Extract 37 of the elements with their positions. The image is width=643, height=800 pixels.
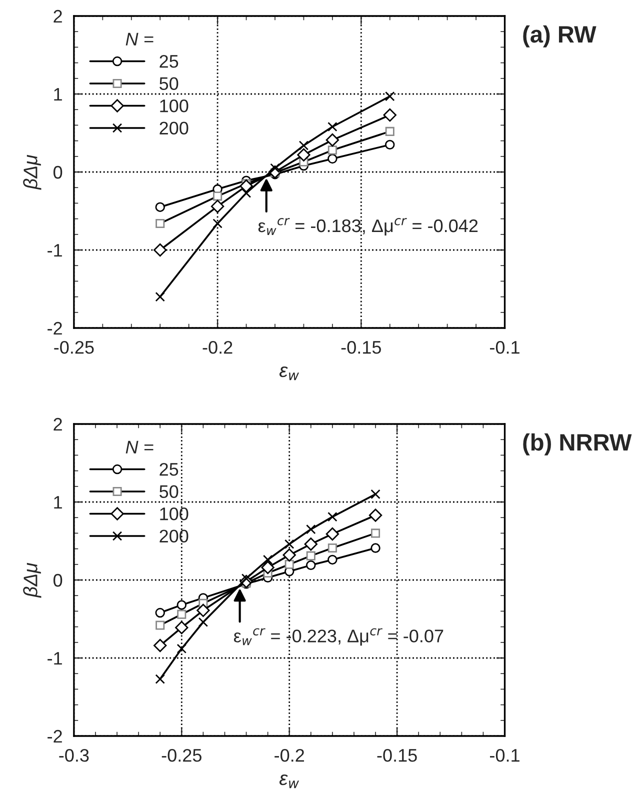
y-axis-title: βΔμ [23, 154, 42, 190]
y-tick-label: -2 [48, 730, 62, 743]
legend-label: 100 [160, 99, 188, 112]
legend-label: 200 [160, 530, 188, 543]
x-tick-label: -0.1 [490, 748, 520, 762]
x-tick-label: -0.25 [54, 340, 94, 354]
legend-label: 25 [160, 54, 178, 68]
annotation: ε$_{w}$$^{cr}$ = -0.223, Δμ$^{cr}$ = -0.07 [234, 628, 444, 646]
x-axis-title: ε$_{w}$ [279, 774, 300, 788]
y-tick-label: -1 [48, 652, 62, 665]
y-tick-label: 2 [54, 418, 62, 431]
legend-title: N = [126, 32, 154, 46]
x-tick-label: -0.15 [377, 748, 417, 762]
legend-label: 25 [160, 462, 178, 476]
x-tick-label: -0.1 [490, 340, 520, 354]
y-axis-title: βΔμ [23, 562, 42, 598]
x-tick-label: -0.2 [202, 340, 232, 354]
legend-label: 50 [160, 485, 178, 498]
x-tick-label: -0.15 [341, 340, 381, 354]
legend-title: N = [126, 440, 154, 454]
y-tick-label: -2 [48, 322, 62, 335]
y-tick-label: 1 [54, 496, 62, 509]
x-tick-label: -0.3 [59, 748, 89, 762]
legend-label: 100 [160, 507, 188, 520]
legend-label: 200 [160, 122, 188, 135]
y-tick-label: 1 [54, 88, 62, 101]
y-tick-label: -1 [48, 244, 62, 257]
annotation: ε$_{w}$$^{cr}$ = -0.183, Δμ$^{cr}$ = -0.042 [258, 218, 478, 236]
text: (b) NRRW [523, 433, 632, 456]
y-tick-label: 2 [54, 10, 62, 23]
legend-label: 50 [160, 77, 178, 90]
text: (a) RW [523, 25, 596, 48]
y-tick-label: 0 [54, 574, 62, 587]
y-tick-label: 0 [54, 166, 62, 179]
x-tick-label: -0.2 [274, 748, 304, 762]
x-axis-title: ε$_{w}$ [279, 366, 300, 380]
x-tick-label: -0.25 [162, 748, 202, 762]
